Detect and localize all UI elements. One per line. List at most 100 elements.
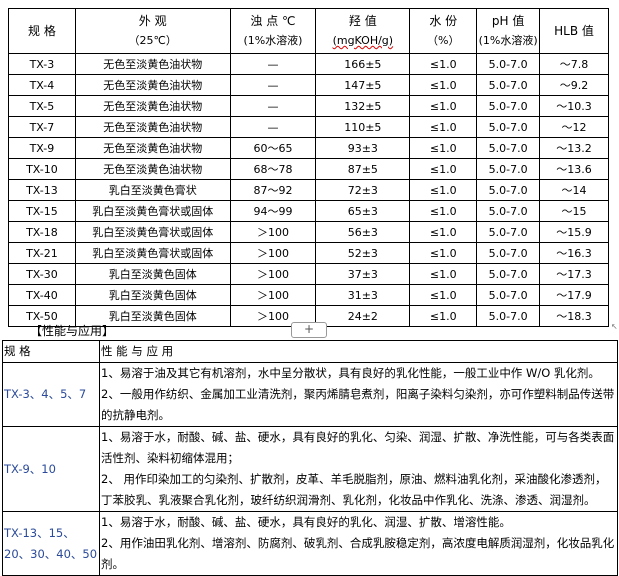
table-cell: 乳白至淡黄色固体 — [74, 284, 231, 306]
table-cell: TX-18 — [8, 221, 76, 243]
resize-handle-icon[interactable]: ↖ — [611, 322, 618, 331]
usage-line: 2、 用作印染加工的匀染剂、扩散剂，皮革、羊毛脱脂剂，原油、燃料油乳化剂，采油酸… — [101, 472, 607, 507]
table-cell: TX-30 — [8, 263, 76, 285]
table-cell: — — [229, 74, 317, 96]
table-cell: 乳白至淡黄色膏状 — [74, 179, 231, 201]
table-cell: TX-3 — [8, 53, 76, 75]
table-cell: ≤1.0 — [409, 179, 478, 201]
table-cell: 5.0-7.0 — [476, 221, 541, 243]
table-cell: ～18.3 — [539, 305, 609, 327]
table-cell: 5.0-7.0 — [476, 74, 541, 96]
table-row: TX-5 无色至淡黄色油状物 —132±5 ≤1.0 5.0-7.0 ～10.3 — [8, 95, 609, 117]
table-cell: TX-4 — [8, 74, 76, 96]
table-row: TX-15 乳白至淡黄色膏状或固体 94～99 65±3 ≤1.0 5.0-7.0 ～15 — [8, 200, 609, 222]
table-cell: TX-9 — [8, 137, 76, 159]
table-cell: TX-21 — [8, 242, 76, 264]
table-row: TX-30 乳白至淡黄色固体 ＞100 37±3 ≤1.0 5.0-7.0 ～17.3 — [8, 263, 609, 285]
table-cell: 93±3 — [315, 137, 411, 159]
header-main: HLB 值 — [554, 24, 594, 38]
table-cell: — — [229, 116, 317, 138]
table-cell: 52±3 — [315, 242, 411, 264]
table-cell: ～13.2 — [539, 137, 609, 159]
table-cell: 乳白至淡黄色膏状或固体 — [74, 221, 231, 243]
table-cell: 110±5 — [315, 116, 411, 138]
table-cell: ～15 — [539, 200, 609, 222]
table-row: TX-50 乳白至淡黄色固体 ＞100 24±2 ≤1.0 5.0-7.0 ～18.3 — [8, 305, 609, 327]
add-row-button[interactable]: + — [291, 322, 327, 338]
table-cell: ≤1.0 — [409, 305, 478, 327]
table-cell: 乳白至淡黄色膏状或固体 — [74, 200, 231, 222]
table-cell: 无色至淡黄色油状物 — [74, 158, 231, 180]
table-cell: 5.0-7.0 — [476, 53, 541, 75]
table-cell: 无色至淡黄色油状物 — [74, 137, 231, 159]
table-cell: ＞100 — [229, 284, 317, 306]
table-row: TX-9、10 1、易溶于水，耐酸、碱、盐、硬水，具有良好的乳化、匀染、润湿、扩散… — [2, 426, 618, 512]
table-cell: 60～65 — [229, 137, 317, 159]
table-cell: 无色至淡黄色油状物 — [74, 74, 231, 96]
section-title: 【性能与应用】 — [30, 324, 115, 338]
usage-cell: 1、易溶于油及其它有机溶剂，水中呈分散状，具有良好的乳化性能，一般工业中作 W/… — [99, 362, 618, 427]
table-cell: 72±3 — [315, 179, 411, 201]
header-main: 水 份 — [429, 14, 458, 28]
table-cell: TX-13 — [8, 179, 76, 201]
usage-line: 2、用作油田乳化剂、增溶剂、防腐剂、破乳剂、合成乳胺稳定剂，高浓度电解质润湿剂，… — [101, 536, 615, 571]
table-cell: 37±3 — [315, 263, 411, 285]
usage-cell: 1、易溶于水，耐酸、碱、盐、硬水，具有良好的乳化、润湿、扩散、增溶性能。 2、用作… — [99, 511, 618, 576]
application-table: 规 格 性 能 与 应 用 TX-3、4、5、7 1、易溶于油及其它有机溶剂，水中… — [2, 340, 618, 576]
table-cell: TX-10 — [8, 158, 76, 180]
table-row: TX-3、4、5、7 1、易溶于油及其它有机溶剂，水中呈分散状，具有良好的乳化性能… — [2, 362, 618, 427]
table-row: TX-13 乳白至淡黄色膏状 87～92 72±3 ≤1.0 5.0-7.0 ～14 — [8, 179, 609, 201]
table-cell: 24±2 — [315, 305, 411, 327]
spec-cell: TX-3、4、5、7 — [2, 362, 100, 427]
usage-line: 1、易溶于水，耐酸、碱、盐、硬水，具有良好的乳化、润湿、扩散、增溶性能。 — [101, 515, 511, 529]
table-cell: 87±5 — [315, 158, 411, 180]
column-header: 浊 点 ℃ (1%水溶液) — [229, 8, 317, 54]
header-main: 浊 点 ℃ — [250, 14, 296, 28]
usage-line: 2、一般用作纺织、金属加工业清洗剂，聚丙烯腈皂煮剂，阳离子染料匀染剂，亦可作塑料… — [101, 387, 615, 422]
table-cell: ～17.3 — [539, 263, 609, 285]
table-cell: ＞100 — [229, 305, 317, 327]
table-cell: 无色至淡黄色油状物 — [74, 116, 231, 138]
table-row: TX-21 乳白至淡黄色膏状或固体 ＞100 52±3 ≤1.0 5.0-7.0 ～16.3 — [8, 242, 609, 264]
usage-cell: 1、易溶于水，耐酸、碱、盐、硬水，具有良好的乳化、匀染、润湿、扩散、净洗性能，可… — [99, 426, 618, 512]
table-cell: 94～99 — [229, 200, 317, 222]
usage-line: 1、易溶于水，耐酸、碱、盐、硬水，具有良好的乳化、匀染、润湿、扩散、净洗性能，可… — [101, 430, 615, 465]
table-cell: ～9.2 — [539, 74, 609, 96]
table-cell: ≤1.0 — [409, 158, 478, 180]
table-cell: 132±5 — [315, 95, 411, 117]
table-cell: ≤1.0 — [409, 263, 478, 285]
table-cell: TX-50 — [8, 305, 76, 327]
spec-cell: TX-9、10 — [2, 426, 100, 512]
table-cell: 乳白至淡黄色膏状或固体 — [74, 242, 231, 264]
table-cell: ≤1.0 — [409, 95, 478, 117]
table-cell: ≤1.0 — [409, 221, 478, 243]
header-sub: (1%水溶液) — [243, 34, 303, 47]
table-cell: ～17.9 — [539, 284, 609, 306]
table-cell: 无色至淡黄色油状物 — [74, 53, 231, 75]
table-cell: 87～92 — [229, 179, 317, 201]
header-sub: (1%水溶液) — [478, 34, 538, 47]
table-cell: 乳白至淡黄色固体 — [74, 305, 231, 327]
table-row: TX-4 无色至淡黄色油状物 —147±5 ≤1.0 5.0-7.0 ～9.2 — [8, 74, 609, 96]
table-cell: ≤1.0 — [409, 284, 478, 306]
spec-table: 规 格 外 观 （25℃） 浊 点 ℃ (1%水溶液) 羟 值 (mgKOH/g) 水 份 （%… — [8, 8, 609, 327]
column-header: 外 观 （25℃） — [74, 8, 231, 54]
header-main: 羟 值 — [348, 14, 377, 28]
table-cell: ≤1.0 — [409, 116, 478, 138]
table-cell: 5.0-7.0 — [476, 263, 541, 285]
table-cell: 乳白至淡黄色固体 — [74, 263, 231, 285]
table-cell: TX-15 — [8, 200, 76, 222]
table-row: TX-40 乳白至淡黄色固体 ＞100 31±3 ≤1.0 5.0-7.0 ～17.9 — [8, 284, 609, 306]
header-usage: 性 能 与 应 用 — [99, 340, 618, 363]
column-header: HLB 值 — [539, 8, 609, 54]
header-sub: （25℃） — [128, 34, 177, 47]
header-spec: 规 格 — [2, 340, 100, 363]
table-cell: 166±5 — [315, 53, 411, 75]
table-cell: 5.0-7.0 — [476, 200, 541, 222]
table-cell: TX-7 — [8, 116, 76, 138]
table-cell: ～13.6 — [539, 158, 609, 180]
header-main: 外 观 — [138, 14, 167, 28]
table-cell: TX-40 — [8, 284, 76, 306]
header-main: pH 值 — [491, 14, 525, 28]
table-cell: 5.0-7.0 — [476, 95, 541, 117]
